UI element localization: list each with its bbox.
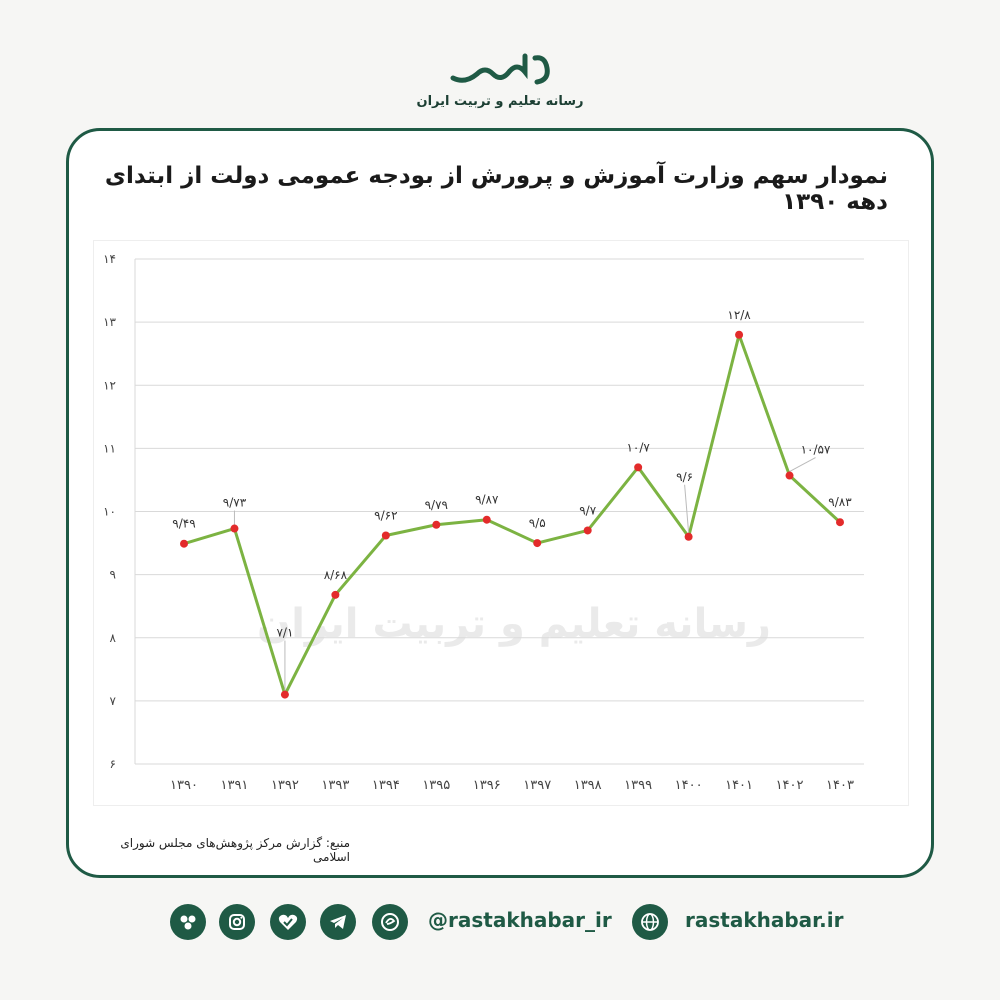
- brand-subtitle: رسانه تعلیم و تربیت ایران: [416, 94, 584, 109]
- rasta-logo-icon: [450, 53, 550, 85]
- x-tick-label: ۱۴۰۳: [826, 778, 854, 793]
- data-label: ۹/۷۹: [425, 498, 448, 512]
- footer-bar: @rastakhabar_ir rastakhabar.ir: [0, 900, 1000, 946]
- x-tick-label: ۱۴۰۲: [776, 778, 804, 793]
- x-tick-label: ۱۳۹۸: [574, 778, 602, 793]
- series-line: [183, 333, 842, 697]
- data-point: [180, 539, 188, 548]
- data-label: ۱۲/۸: [727, 308, 751, 322]
- y-tick-label: ۱۰: [103, 505, 116, 519]
- x-tick-label: ۱۳۹۱: [220, 778, 248, 793]
- data-point: [230, 524, 239, 533]
- check-heart-icon[interactable]: [270, 904, 306, 940]
- data-label: ۹/۸۳: [828, 495, 852, 509]
- x-tick-label: ۱۳۹۲: [271, 778, 299, 793]
- y-tick-label: ۹: [110, 568, 116, 582]
- y-tick-label: ۷: [110, 694, 117, 708]
- data-point: [735, 330, 744, 339]
- data-label: ۹/۵: [529, 516, 546, 530]
- data-point: [331, 590, 340, 599]
- data-point: [684, 532, 693, 541]
- watermark-text: رسانه تعلیم و تربیت ایران: [257, 601, 771, 647]
- source-note: منبع: گزارش مرکز پژوهش‌های مجلس شورای اس…: [120, 836, 350, 864]
- data-point: [381, 531, 390, 540]
- x-tick-label: ۱۴۰۰: [675, 778, 703, 793]
- x-tick-label: ۱۳۹۵: [422, 778, 450, 793]
- x-tick-label: ۱۳۹۳: [321, 778, 349, 793]
- data-label: ۹/۷۳: [223, 496, 247, 510]
- data-label: ۱۰/۵۷: [801, 443, 831, 457]
- data-label: ۹/۴۹: [172, 517, 195, 531]
- x-tick-label: ۱۳۹۴: [372, 778, 400, 793]
- website-link[interactable]: rastakhabar.ir: [685, 908, 844, 932]
- data-point: [634, 463, 643, 472]
- brand-logo: رسانه تعلیم و تربیت ایران: [400, 48, 600, 118]
- data-label: ۸/۶۸: [324, 568, 348, 582]
- data-point: [432, 520, 441, 529]
- chart-title: نمودار سهم وزارت آموزش و پرورش از بودجه …: [104, 163, 888, 215]
- data-label: ۹/۷: [579, 503, 596, 517]
- data-point: [785, 471, 794, 480]
- plot-area: رسانه تعلیم و تربیت ایران ۶ ۷ ۸ ۹ ۱۰ ۱۱ ۱۲ ۱۳ ۱۴…: [93, 240, 909, 806]
- y-tick-label: ۱۳: [103, 315, 116, 329]
- data-point: [836, 518, 844, 527]
- watermark: رسانه تعلیم و تربیت ایران: [257, 601, 771, 647]
- data-label: ۱۰/۷: [626, 440, 650, 454]
- social-handle[interactable]: @rastakhabar_ir: [428, 908, 612, 932]
- data-label: ۷/۱: [276, 626, 293, 640]
- label-leader-line: [789, 457, 816, 472]
- data-label: ۹/۸۷: [475, 493, 499, 507]
- telegram-icon[interactable]: [320, 904, 356, 940]
- data-point: [482, 515, 491, 524]
- data-label: ۹/۶۲: [374, 508, 397, 522]
- line-chart: رسانه تعلیم و تربیت ایران ۶ ۷ ۸ ۹ ۱۰ ۱۱ ۱۲ ۱۳ ۱۴…: [103, 252, 864, 793]
- y-tick-label: ۸: [110, 631, 117, 645]
- data-point: [533, 539, 542, 548]
- data-label: ۹/۶: [676, 470, 693, 484]
- x-tick-label: ۱۳۹۹: [624, 778, 652, 793]
- x-tick-label: ۱۳۹۷: [523, 778, 551, 793]
- rubika-icon[interactable]: [170, 904, 206, 940]
- instagram-icon[interactable]: [219, 904, 255, 940]
- data-point: [583, 526, 592, 535]
- y-tick-label: ۱۴: [103, 252, 116, 266]
- data-point: [280, 690, 289, 699]
- y-tick-label: ۶: [110, 757, 116, 771]
- eitaa-icon[interactable]: [372, 904, 408, 940]
- x-tick-label: ۱۳۹۶: [473, 778, 501, 793]
- x-tick-label: ۱۳۹۰: [170, 778, 198, 793]
- globe-icon[interactable]: [632, 904, 668, 940]
- y-tick-label: ۱۲: [103, 378, 116, 392]
- y-tick-label: ۱۱: [103, 441, 116, 455]
- x-tick-label: ۱۴۰۱: [725, 778, 753, 793]
- label-leader-line: [684, 484, 690, 533]
